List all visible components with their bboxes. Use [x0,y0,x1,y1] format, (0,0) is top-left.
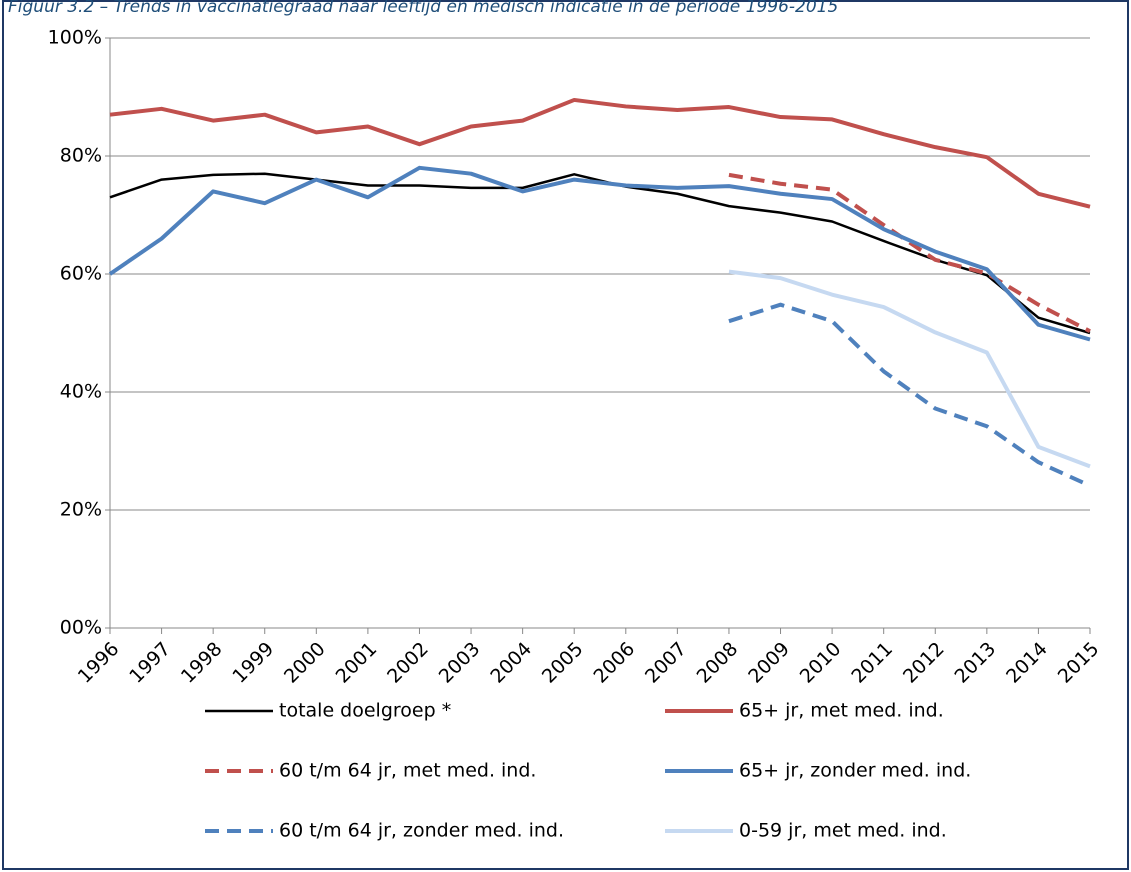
y-tick-label: 100% [48,27,102,49]
legend-label: 65+ jr, zonder med. ind. [739,760,971,782]
y-tick-label: 40% [60,381,102,403]
y-tick-label: 60% [60,263,102,285]
x-tick-label: 2004 [486,638,536,688]
x-tick-label: 2014 [1002,638,1052,688]
legend-label: 60 t/m 64 jr, met med. ind. [279,760,536,782]
x-tick-label: 2008 [693,638,743,688]
series-line [728,269,1091,469]
legend-label: totale doelgroep * [279,700,451,722]
x-tick-label: 2005 [538,638,588,688]
x-tick-label: 2012 [899,638,949,688]
y-tick-label: 00% [60,617,102,639]
x-tick-label: 2007 [641,638,691,688]
series-line [728,172,1091,334]
x-tick-label: 2013 [951,638,1001,688]
y-tick-label: 20% [60,499,102,521]
series-line [109,97,1091,209]
x-tick-label: 2002 [383,638,433,688]
x-tick-label: 2001 [332,638,382,688]
x-tick-label: 1996 [74,638,124,688]
x-tick-label: 1998 [177,638,227,688]
x-tick-label: 2000 [280,638,330,688]
x-tick-label: 1997 [125,638,175,688]
series-line [728,302,1091,488]
y-tick-label: 80% [60,145,102,167]
series-line [108,165,1091,342]
legend-label: 0-59 jr, met med. ind. [739,820,947,842]
chart-title: Figuur 3.2 – Trends in vaccinatiegraad n… [8,0,838,17]
x-tick-label: 2015 [1054,638,1104,688]
x-tick-label: 2003 [435,638,485,688]
legend-label: 65+ jr, met med. ind. [739,700,944,722]
x-tick-label: 2011 [847,638,897,688]
x-tick-label: 2010 [796,638,846,688]
x-tick-label: 1999 [228,638,278,688]
x-tick-label: 2009 [744,638,794,688]
series-line [109,172,1091,335]
legend-label: 60 t/m 64 jr, zonder med. ind. [279,820,564,842]
x-tick-label: 2006 [589,638,639,688]
